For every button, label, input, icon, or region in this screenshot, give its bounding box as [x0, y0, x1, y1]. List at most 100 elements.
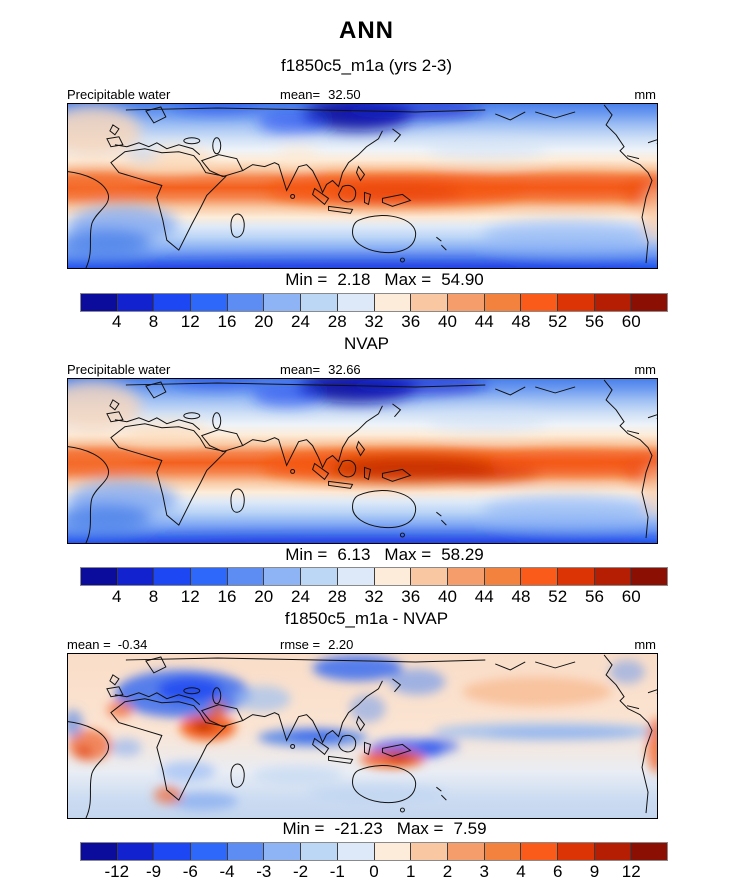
rmse-value: 2.20 — [328, 637, 354, 652]
colorbar-tick-label: 48 — [511, 587, 531, 606]
panel3-minmax: Min = -21.23 Max = 7.59 — [18, 819, 733, 839]
colorbar-tick-label: 32 — [364, 312, 384, 331]
colorbar-tick-label: 40 — [438, 312, 457, 331]
colorbar-tick-label: 12 — [621, 862, 641, 881]
colorbar-model — [80, 293, 668, 312]
colorbar-tick-label: 16 — [217, 312, 237, 331]
colorbar-tick-label: 2 — [442, 862, 453, 881]
colorbar-tick-label: 4 — [112, 312, 122, 331]
colorbar-segment — [81, 294, 117, 311]
colorbar-tick-label: 56 — [585, 587, 604, 606]
colorbar-tick-label: 12 — [180, 312, 200, 331]
colorbar-tick-label: 48 — [511, 312, 531, 331]
colorbar-tick-label: 52 — [548, 312, 568, 331]
max-value: 54.90 — [441, 270, 484, 289]
colorbar-tick-label: 16 — [217, 587, 237, 606]
colorbar-segment — [373, 294, 411, 311]
colorbar-segment — [520, 843, 557, 860]
colorbar-segment — [190, 568, 227, 585]
colorbar-tick-label: -6 — [182, 862, 198, 881]
colorbar-tick-label: 44 — [474, 587, 494, 606]
colorbar-tick-label: 56 — [585, 312, 604, 331]
panel2-header: Precipitable water mean= 32.66 mm — [67, 361, 658, 377]
min-label: Min = — [285, 545, 328, 564]
colorbar-tick-label: 60 — [621, 312, 641, 331]
colorbar-tick-label: 52 — [548, 587, 568, 606]
colorbar-segment — [336, 843, 374, 860]
panel3-title: f1850c5_m1a - NVAP — [284, 609, 449, 628]
colorbar-tick-label: 40 — [438, 587, 457, 606]
units-label: mm — [634, 362, 656, 377]
colorbar-tick-label: 1 — [406, 862, 416, 881]
colorbar-tick-label: 9 — [589, 862, 600, 881]
mean-value: 32.66 — [328, 362, 361, 377]
colorbar-diff — [80, 842, 668, 861]
colorbar-segment — [190, 843, 227, 860]
colorbar-tick-label: -3 — [256, 862, 272, 881]
colorbar-segment — [630, 843, 667, 860]
mean-stat: mean= 32.66 — [280, 362, 361, 377]
colorbar-segment — [483, 568, 521, 585]
mean-label: mean= — [280, 362, 321, 377]
colorbar-tick-label: 28 — [327, 587, 347, 606]
colorbar-obs-ticks: 4 8 12 16 20 24 28 32 36 40 44 48 52 56 60 — [80, 587, 668, 606]
colorbar-tick-label: -2 — [292, 862, 309, 881]
colorbar-tick-label: -1 — [329, 862, 345, 881]
panel1-header: Precipitable water mean= 32.50 mm — [67, 86, 658, 102]
mean-stat: mean= 32.50 — [280, 87, 361, 102]
colorbar-segment — [410, 294, 447, 311]
colorbar-segment — [593, 843, 631, 860]
colorbar-tick-label: 3 — [479, 862, 489, 881]
colorbar-tick-label: 28 — [327, 312, 347, 331]
colorbar-diff-ticks: -12 -9 -6 -4 -3 -2 -1 0 1 2 3 4 6 9 12 — [80, 862, 668, 881]
rmse-label: rmse = — [280, 637, 321, 652]
colorbar-segment — [556, 568, 594, 585]
colorbar-tick-label: 24 — [291, 587, 310, 606]
colorbar-segment — [300, 294, 337, 311]
colorbar-segment — [153, 843, 191, 860]
colorbar-tick-label: 24 — [291, 312, 310, 331]
colorbar-segment — [116, 568, 154, 585]
colorbar-segment — [226, 568, 264, 585]
colorbar-segment — [446, 294, 484, 311]
colorbar-segment — [226, 843, 264, 860]
colorbar-tick-label: 44 — [474, 312, 494, 331]
map-obs — [67, 378, 658, 544]
colorbar-tick-label: 20 — [254, 312, 274, 331]
colorbar-tick-label: 8 — [148, 312, 159, 331]
colorbar-tick-label: 4 — [516, 862, 526, 881]
colorbar-segment — [483, 843, 521, 860]
colorbar-segment — [520, 568, 557, 585]
variable-label: Precipitable water — [67, 87, 171, 102]
min-label: Min = — [282, 819, 325, 838]
colorbar-segment — [556, 294, 594, 311]
colorbar-tick-label: 4 — [112, 587, 122, 606]
colorbar-segment — [630, 294, 667, 311]
units-label: mm — [634, 87, 656, 102]
colorbar-tick-label: 6 — [553, 862, 563, 881]
colorbar-tick-label: -4 — [219, 862, 235, 881]
colorbar-tick-label: 36 — [401, 587, 421, 606]
colorbar-segment — [116, 843, 154, 860]
colorbar-segment — [556, 843, 594, 860]
colorbar-model-ticks: 4 8 12 16 20 24 28 32 36 40 44 48 52 56 60 — [80, 312, 668, 331]
colorbar-tick-label: 20 — [254, 587, 274, 606]
colorbar-segment — [263, 568, 301, 585]
variable-label: Precipitable water — [67, 362, 171, 377]
min-value: 2.18 — [337, 270, 371, 289]
min-value: 6.13 — [337, 545, 371, 564]
units-label: mm — [634, 637, 656, 652]
max-label: Max = — [384, 545, 432, 564]
colorbar-segment — [630, 568, 667, 585]
colorbar-tick-label: 0 — [369, 862, 379, 881]
rmse-stat: rmse = 2.20 — [280, 637, 353, 652]
panel1-minmax: Min = 2.18 Max = 54.90 — [18, 270, 733, 290]
colorbar-tick-label: 12 — [180, 587, 200, 606]
min-label: Min = — [285, 270, 328, 289]
colorbar-tick-label: -12 — [104, 862, 130, 881]
colorbar-segment — [190, 294, 227, 311]
colorbar-segment — [593, 294, 631, 311]
colorbar-segment — [263, 294, 301, 311]
colorbar-segment — [483, 294, 521, 311]
max-label: Max = — [396, 819, 444, 838]
